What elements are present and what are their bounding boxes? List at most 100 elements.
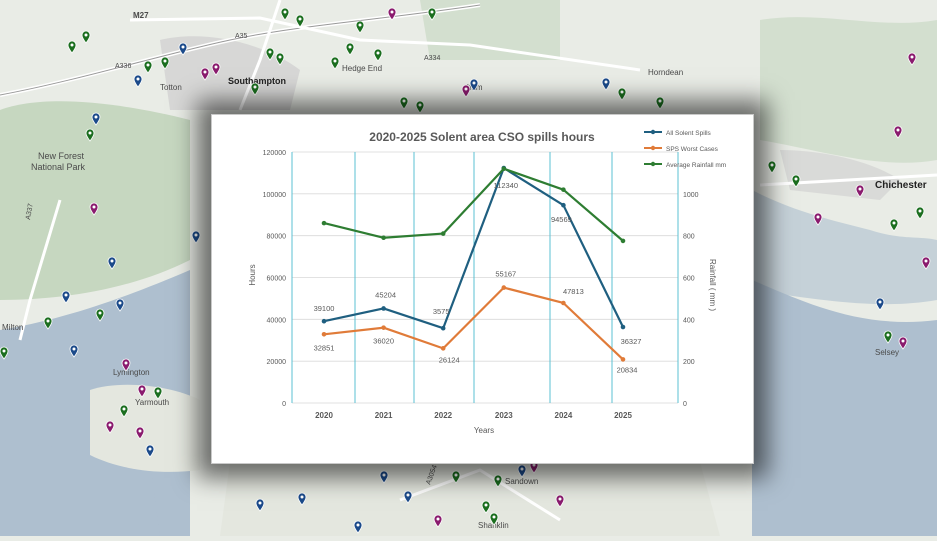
- axes: 0 20000 40000 60000 80000 100000 120000 0 200 400…: [263, 150, 699, 420]
- data-point: [620, 238, 626, 244]
- pin-body: [427, 7, 437, 21]
- map-pin-icon: [178, 42, 188, 56]
- map-pin-icon: [280, 7, 290, 21]
- pin-body: [655, 96, 665, 110]
- pin-dot: [454, 473, 458, 477]
- map-pin-icon: [211, 62, 221, 76]
- pin-body: [767, 160, 777, 174]
- pin-body: [898, 336, 908, 350]
- y-axis-label: Hours: [248, 264, 257, 285]
- data-point: [501, 285, 507, 290]
- road: [238, 0, 282, 111]
- y-tick-label: 80000: [267, 234, 287, 241]
- pin-dot: [118, 301, 122, 305]
- island-area: [220, 462, 720, 536]
- map-pin-icon: [107, 256, 117, 270]
- pin-body: [415, 100, 425, 114]
- forest-area: [760, 17, 937, 163]
- map-pin-icon: [297, 492, 307, 506]
- data-label: 36020: [373, 337, 394, 346]
- pin-body: [255, 498, 265, 512]
- x-axis-label: Years: [474, 426, 494, 435]
- y2-tick-label: 600: [683, 276, 695, 283]
- map-pin-icon: [137, 384, 147, 398]
- pin-body: [379, 470, 389, 484]
- pin-body: [85, 128, 95, 142]
- legend-marker: [650, 129, 656, 135]
- pin-dot: [124, 361, 128, 365]
- map-pin-icon: [427, 7, 437, 21]
- data-point: [321, 318, 327, 324]
- map-pin-icon: [907, 52, 917, 66]
- urban-area: [780, 150, 900, 200]
- pin-body: [791, 174, 801, 188]
- pin-dot: [910, 55, 914, 59]
- map-pin-icon: [143, 60, 153, 74]
- pin-body: [107, 256, 117, 270]
- pin-dot: [532, 463, 536, 467]
- pin-dot: [348, 45, 352, 49]
- pin-dot: [604, 80, 608, 84]
- pin-body: [489, 512, 499, 526]
- map-pin-icon: [91, 112, 101, 126]
- data-point: [381, 306, 386, 311]
- map-pins: [0, 7, 931, 534]
- pin-dot: [108, 423, 112, 427]
- map-pin-icon: [403, 490, 413, 504]
- pin-body: [451, 470, 461, 484]
- road: [129, 16, 641, 72]
- harbour-water: [752, 190, 937, 305]
- pin-dot: [122, 407, 126, 411]
- pin-dot: [558, 497, 562, 501]
- pin-dot: [146, 63, 150, 67]
- gridlines: [291, 151, 679, 404]
- map-pin-icon: [555, 494, 565, 508]
- map-pin-icon: [160, 56, 170, 70]
- place-label: Southampton: [228, 76, 286, 86]
- map-pin-icon: [373, 48, 383, 62]
- map-pin-icon: [355, 20, 365, 34]
- data-label: 45204: [375, 290, 396, 299]
- y2-axis-label: Rainfall ( mm ): [708, 259, 717, 311]
- pin-body: [200, 67, 210, 81]
- map-pin-icon: [451, 470, 461, 484]
- place-label: Hedge End: [342, 64, 382, 73]
- legend-label: All Solent Spills: [666, 130, 712, 137]
- data-point: [440, 346, 446, 351]
- urban-area: [160, 36, 300, 110]
- pin-body: [555, 494, 565, 508]
- pin-body: [345, 42, 355, 56]
- data-point: [440, 231, 446, 236]
- pin-body: [517, 464, 527, 478]
- pin-dot: [356, 523, 360, 527]
- pin-body: [403, 490, 413, 504]
- map-pin-icon: [85, 128, 95, 142]
- pin-dot: [2, 349, 6, 353]
- pin-body: [145, 444, 155, 458]
- map-pin-icon: [767, 160, 777, 174]
- pin-body: [353, 520, 363, 534]
- map-pin-icon: [921, 256, 931, 270]
- map-pin-icon: [517, 464, 527, 478]
- place-label: National Park: [31, 162, 86, 172]
- pin-body: [883, 330, 893, 344]
- data-point: [561, 300, 566, 306]
- pin-body: [211, 62, 221, 76]
- map-pin-icon: [415, 100, 425, 114]
- y-tick-label: 40000: [267, 317, 287, 324]
- data-label: 20834: [617, 365, 638, 374]
- pin-dot: [924, 259, 928, 263]
- pin-dot: [492, 515, 496, 519]
- data-point: [501, 166, 507, 172]
- map-pin-icon: [617, 87, 627, 101]
- pin-body: [160, 56, 170, 70]
- pin-dot: [816, 215, 820, 219]
- y-tick-label: 120000: [263, 150, 286, 157]
- pin-dot: [770, 163, 774, 167]
- data-label: 36327: [621, 337, 642, 346]
- road-label: A35: [235, 33, 248, 40]
- data-label: 39100: [314, 304, 335, 313]
- data-point: [620, 324, 626, 330]
